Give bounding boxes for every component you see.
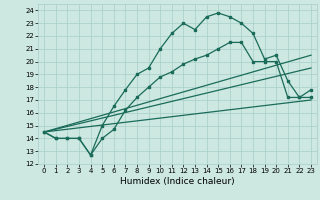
X-axis label: Humidex (Indice chaleur): Humidex (Indice chaleur) bbox=[120, 177, 235, 186]
